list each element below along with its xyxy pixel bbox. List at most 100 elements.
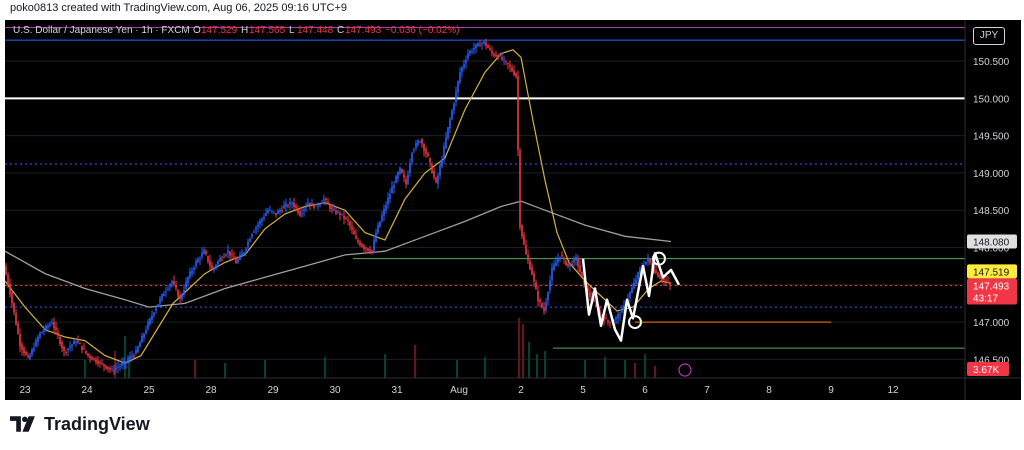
- candle-body: [453, 103, 455, 111]
- candle-body: [29, 354, 31, 360]
- candle-body: [169, 284, 171, 287]
- volume-label: 3.67K: [973, 365, 999, 376]
- volume-bar: [484, 357, 487, 378]
- candle-body: [381, 215, 383, 222]
- candle-body: [61, 341, 63, 349]
- candle-body: [253, 231, 255, 233]
- candle-body: [603, 316, 605, 321]
- candle-body: [431, 164, 433, 173]
- candle-body: [401, 169, 403, 173]
- candle-body: [501, 57, 503, 60]
- ohlc-value: 147.493: [345, 25, 382, 36]
- candle-body: [221, 258, 223, 260]
- x-tick-label: 30: [329, 385, 341, 396]
- candle-body: [67, 348, 69, 351]
- candle-body: [309, 202, 311, 206]
- candle-body: [15, 313, 17, 325]
- candle-body: [613, 320, 615, 322]
- x-tick-label: 23: [19, 385, 31, 396]
- candle-body: [441, 159, 443, 167]
- candle-body: [395, 176, 397, 184]
- candle-body: [661, 277, 663, 281]
- candle-body: [549, 280, 551, 291]
- candle-body: [223, 256, 225, 258]
- candle-body: [369, 249, 371, 253]
- candle-body: [241, 253, 243, 257]
- candle-body: [205, 251, 207, 255]
- candle-body: [337, 211, 339, 213]
- candle-body: [207, 255, 209, 262]
- candle-body: [23, 348, 25, 354]
- candle-body: [277, 211, 279, 214]
- ohlc-key-label: C: [337, 25, 344, 36]
- candle-body: [5, 266, 7, 275]
- candle-body: [35, 340, 37, 347]
- candle-body: [393, 184, 395, 188]
- candle-body: [371, 250, 373, 252]
- candle-body: [111, 368, 113, 370]
- candle-body: [17, 323, 19, 334]
- volume-bar: [536, 354, 539, 378]
- candle-body: [457, 81, 459, 93]
- candle-body: [65, 351, 67, 353]
- candle-body: [83, 348, 85, 350]
- candle-body: [491, 50, 493, 54]
- candle-body: [125, 361, 127, 364]
- candle-body: [629, 292, 631, 298]
- candle-body: [173, 281, 175, 284]
- candle-body: [531, 267, 533, 275]
- chart-svg[interactable]: 146.500147.000147.500148.000148.500149.0…: [5, 20, 1021, 400]
- tradingview-brand[interactable]: TradingView: [10, 413, 150, 435]
- candle-body: [209, 260, 211, 266]
- candle-body: [469, 51, 471, 54]
- candle-body: [563, 257, 565, 259]
- volume-bar: [544, 351, 547, 378]
- candle-body: [109, 368, 111, 370]
- candle-body: [329, 204, 331, 210]
- candle-body: [653, 268, 655, 273]
- candle-body: [433, 171, 435, 178]
- ohlc-value: 147.448: [297, 25, 334, 36]
- candle-body: [427, 153, 429, 157]
- candle-body: [227, 250, 229, 254]
- candle-body: [203, 249, 205, 255]
- candle-body: [657, 272, 659, 277]
- x-tick-label: 25: [143, 385, 155, 396]
- candle-body: [251, 234, 253, 238]
- volume-bar: [84, 360, 87, 378]
- candle-body: [567, 263, 569, 267]
- candle-body: [9, 283, 11, 295]
- candle-body: [593, 299, 595, 302]
- candle-body: [463, 63, 465, 68]
- y-tick-label: 150.500: [973, 57, 1010, 68]
- candle-body: [665, 280, 667, 282]
- chart-frame[interactable]: 146.500147.000147.500148.000148.500149.0…: [5, 20, 1021, 400]
- chart-title: U.S. Dollar / Japanese Yen · 1h · FXCM: [13, 25, 190, 36]
- candle-body: [19, 333, 21, 347]
- candle-body: [43, 329, 45, 332]
- candle-body: [59, 336, 61, 345]
- candle-body: [503, 58, 505, 60]
- candle-body: [287, 205, 289, 207]
- x-tick-label: 29: [267, 385, 279, 396]
- candle-body: [129, 356, 131, 360]
- currency-button[interactable]: JPY: [973, 27, 1005, 45]
- candle-body: [449, 119, 451, 129]
- x-tick-label: 8: [766, 385, 772, 396]
- candle-body: [321, 202, 323, 204]
- candle-body: [121, 363, 123, 366]
- candle-body: [519, 150, 521, 228]
- candle-body: [435, 177, 437, 183]
- candle-body: [607, 320, 609, 323]
- candle-body: [533, 273, 535, 282]
- candle-body: [615, 317, 617, 320]
- candle-body: [87, 353, 89, 356]
- candle-body: [587, 288, 589, 292]
- candle-body: [373, 240, 375, 252]
- candle-body: [21, 344, 23, 350]
- candle-body: [243, 252, 245, 255]
- candle-body: [211, 265, 213, 270]
- candle-body: [163, 293, 165, 296]
- candle-body: [505, 61, 507, 63]
- candle-body: [271, 211, 273, 213]
